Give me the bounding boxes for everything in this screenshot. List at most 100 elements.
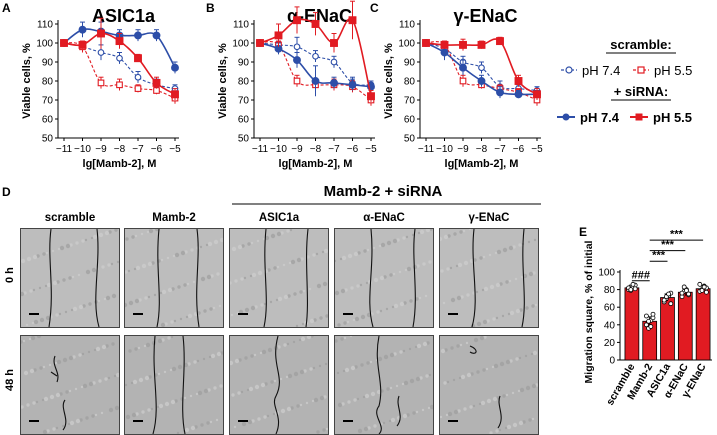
cell-texture xyxy=(518,356,522,360)
x-tick-label: −7 xyxy=(494,144,506,155)
cell-texture xyxy=(164,401,170,407)
data-point xyxy=(134,85,142,92)
cell-texture xyxy=(205,243,209,247)
cell-texture xyxy=(440,348,446,354)
cell-texture xyxy=(350,365,356,371)
cell-texture xyxy=(70,308,74,312)
bar-2 xyxy=(660,297,675,361)
cell-texture xyxy=(177,364,183,370)
data-point xyxy=(459,40,467,49)
cell-texture xyxy=(185,315,189,319)
y-tick-label: 100 xyxy=(598,268,615,279)
cell-texture xyxy=(336,371,340,375)
cell-texture xyxy=(295,324,299,327)
cell-texture xyxy=(21,405,24,409)
cell-texture xyxy=(505,280,509,284)
cell-texture xyxy=(321,250,325,254)
micrograph-48h-2 xyxy=(229,335,329,435)
y-tick-label: 70 xyxy=(404,96,416,107)
cell-texture xyxy=(43,396,49,402)
data-point xyxy=(152,78,161,87)
cell-texture xyxy=(324,362,328,366)
cell-texture xyxy=(49,394,55,400)
y-tick-label: 80 xyxy=(238,77,250,88)
cell-texture xyxy=(312,366,316,370)
scale-bar xyxy=(133,420,143,422)
cell-texture xyxy=(339,257,343,261)
replicate-point xyxy=(632,286,638,292)
cell-texture xyxy=(450,346,454,350)
data-point xyxy=(256,39,264,47)
cell-texture xyxy=(323,248,328,254)
cell-texture xyxy=(506,424,512,430)
cell-texture xyxy=(161,289,167,295)
cell-texture xyxy=(115,372,119,378)
cell-texture xyxy=(21,340,23,344)
cell-texture xyxy=(456,344,460,348)
cell-texture xyxy=(359,283,363,287)
scale-bar xyxy=(238,420,248,422)
cell-texture xyxy=(145,342,151,348)
cell-texture xyxy=(349,336,353,338)
cell-texture xyxy=(459,230,463,234)
cell-texture xyxy=(125,414,131,420)
cell-texture xyxy=(296,257,302,263)
data-point xyxy=(440,40,449,49)
cell-texture xyxy=(263,302,267,306)
cell-texture xyxy=(286,229,290,233)
data-point xyxy=(496,88,504,97)
cell-texture xyxy=(240,277,244,281)
cell-texture xyxy=(445,413,449,417)
x-axis-label: lg[Mamb-2], M xyxy=(279,158,353,170)
micrograph-image xyxy=(335,336,433,434)
cell-texture xyxy=(517,389,521,393)
y-tick-label: 110 xyxy=(399,20,415,31)
x-axis-label: lg[Mamb-2], M xyxy=(445,158,519,170)
cell-texture xyxy=(352,318,356,322)
cell-texture xyxy=(412,264,418,270)
x-axis-label: lg[Mamb-2], M xyxy=(83,158,157,170)
cell-texture xyxy=(153,293,157,297)
replicate-point xyxy=(666,291,671,297)
data-point xyxy=(97,29,105,38)
cell-texture xyxy=(392,238,398,244)
cell-texture xyxy=(418,296,422,300)
cell-texture xyxy=(57,247,61,251)
cell-texture xyxy=(134,298,140,304)
cell-texture xyxy=(75,418,81,424)
cell-texture xyxy=(215,418,219,422)
chart-gamma-enac: γ-ENaC 50 60 70 80 90 100 110 −11 −10 −9 −8 −7 −6 −5 lg… xyxy=(383,6,543,170)
chart-title: α-ENaC xyxy=(287,6,352,26)
bar-4 xyxy=(695,288,711,361)
y-axis-label: Viable cells, % xyxy=(21,43,33,119)
cell-texture xyxy=(250,354,254,358)
wound-edge-right xyxy=(95,229,100,327)
cell-texture xyxy=(133,267,137,271)
cell-texture xyxy=(33,319,39,325)
cell-texture xyxy=(453,232,457,236)
wound-edge xyxy=(152,336,186,434)
replicate-point xyxy=(644,313,649,319)
cell-texture xyxy=(48,363,52,367)
x-tick-label: −11 xyxy=(252,144,269,155)
y-tick-label: 70 xyxy=(42,96,54,107)
cell-texture xyxy=(183,362,189,368)
legend-scramble-title: scramble: xyxy=(610,37,671,52)
cell-texture xyxy=(248,386,254,392)
data-point xyxy=(330,78,338,87)
cell-texture xyxy=(244,307,250,313)
cell-texture xyxy=(68,355,74,361)
data-point xyxy=(514,90,523,99)
cell-texture xyxy=(42,365,46,369)
y-tick-label: 110 xyxy=(37,20,53,31)
cell-texture xyxy=(309,318,315,324)
cell-texture xyxy=(353,398,357,402)
cell-texture xyxy=(531,304,535,308)
cell-texture xyxy=(364,393,370,399)
cell-texture xyxy=(231,393,235,397)
cell-texture xyxy=(58,312,62,316)
micrograph-background xyxy=(440,336,538,434)
replicate-point xyxy=(648,324,654,329)
y-tick-label: 60 xyxy=(42,115,54,126)
cell-texture xyxy=(386,387,390,391)
